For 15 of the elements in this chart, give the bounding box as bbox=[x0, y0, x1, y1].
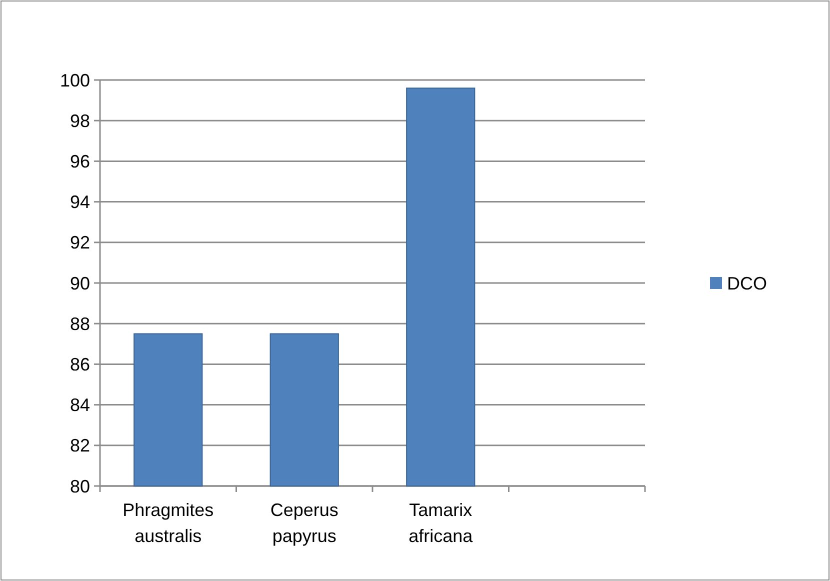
x-tick-label: Tamarix africana bbox=[408, 500, 474, 546]
y-tick-label: 94 bbox=[70, 192, 90, 212]
y-tick-label: 92 bbox=[70, 232, 90, 253]
y-tick-label: 88 bbox=[70, 314, 90, 334]
y-tick-label: 90 bbox=[70, 273, 90, 294]
y-tick-label: 100 bbox=[60, 70, 90, 90]
x-tick-label: Ceperus papyrus bbox=[270, 500, 338, 546]
y-tick-label: 80 bbox=[70, 476, 90, 496]
y-tick-label: 84 bbox=[70, 395, 90, 416]
y-tick-label: 82 bbox=[70, 436, 90, 456]
legend-label: DCO bbox=[727, 273, 767, 294]
y-tick-label: 86 bbox=[70, 354, 90, 374]
y-tick-label: 96 bbox=[70, 152, 90, 172]
y-tick-label: 98 bbox=[70, 110, 90, 131]
x-tick-label: Phragmites australis bbox=[122, 500, 214, 546]
